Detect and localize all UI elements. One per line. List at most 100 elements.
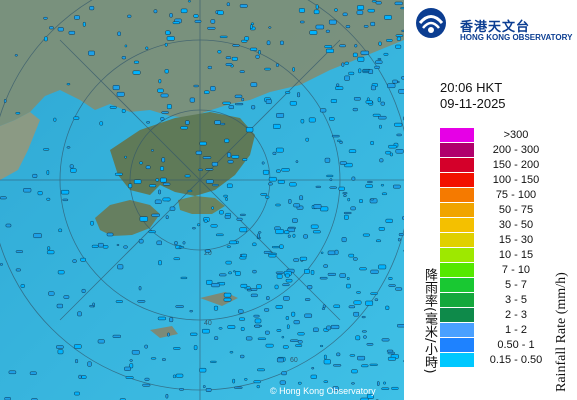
- rain-echo: [385, 305, 390, 310]
- rain-echo: [342, 192, 348, 195]
- rain-echo: [327, 250, 336, 256]
- rain-echo: [149, 184, 157, 188]
- rain-echo: [275, 147, 284, 153]
- rain-echo: [53, 117, 57, 122]
- rain-echo: [388, 277, 393, 280]
- rain-echo: [325, 29, 330, 33]
- rain-echo: [46, 197, 51, 201]
- rain-echo: [350, 206, 356, 211]
- rain-echo: [245, 127, 254, 133]
- rain-echo: [366, 393, 374, 399]
- rain-echo: [289, 339, 299, 342]
- rain-echo: [255, 54, 260, 59]
- rain-echo: [315, 24, 325, 30]
- rain-echo: [160, 117, 165, 121]
- rain-echo: [214, 120, 221, 125]
- rain-echo: [82, 21, 86, 27]
- rain-echo: [324, 45, 333, 49]
- rain-echo: [117, 264, 124, 270]
- rain-echo: [323, 359, 331, 365]
- rain-echo: [139, 216, 148, 222]
- rain-echo: [323, 380, 329, 383]
- rain-echo: [362, 69, 370, 72]
- rain-echo: [292, 233, 296, 238]
- rain-echo: [166, 36, 175, 41]
- rain-echo: [80, 257, 86, 262]
- rain-echo: [304, 313, 313, 318]
- rain-echo: [222, 101, 231, 105]
- rain-echo: [273, 123, 281, 129]
- rain-echo: [288, 199, 292, 204]
- rain-echo: [275, 203, 281, 207]
- rain-echo: [304, 298, 311, 301]
- rain-echo: [225, 197, 228, 201]
- southern-islands: [150, 292, 238, 338]
- rain-echo: [132, 70, 141, 75]
- rain-echo: [330, 99, 337, 103]
- rain-echo: [46, 170, 50, 175]
- legend-swatch: [440, 263, 474, 277]
- rain-echo: [355, 335, 361, 341]
- rain-echo: [375, 1, 382, 5]
- rain-echo: [338, 186, 345, 191]
- rain-echo: [193, 84, 199, 88]
- rain-echo: [365, 300, 374, 306]
- rain-echo: [219, 122, 226, 126]
- rain-echo: [142, 383, 151, 387]
- rain-echo: [228, 271, 232, 275]
- rain-echo: [158, 79, 162, 84]
- rain-echo: [379, 124, 382, 129]
- rain-echo: [223, 194, 228, 198]
- rain-echo: [361, 330, 367, 333]
- rain-echo: [225, 212, 231, 216]
- rain-echo: [394, 1, 403, 6]
- rain-echo: [345, 25, 351, 29]
- org-name-en: HONG KONG OBSERVATORY: [460, 33, 573, 42]
- rain-echo: [158, 189, 161, 195]
- rain-echo: [291, 311, 296, 317]
- rain-echo: [287, 234, 291, 238]
- rain-echo: [4, 397, 11, 400]
- rain-echo: [239, 213, 246, 216]
- rain-echo: [217, 50, 222, 54]
- rain-echo: [225, 56, 232, 60]
- rain-echo: [246, 289, 252, 292]
- rain-echo: [341, 237, 347, 243]
- legend-label: 2 - 3: [504, 309, 527, 321]
- rain-echo: [210, 19, 216, 24]
- rain-echo: [295, 160, 299, 163]
- rain-echo: [195, 150, 202, 155]
- rain-echo: [323, 354, 327, 360]
- rain-echo: [279, 244, 284, 249]
- rain-echo: [313, 9, 320, 15]
- rain-echo: [43, 16, 48, 20]
- rain-echo: [403, 360, 404, 363]
- rain-echo: [202, 156, 212, 159]
- rain-echo: [128, 183, 133, 189]
- rain-echo: [346, 283, 351, 289]
- rain-echo: [48, 291, 55, 296]
- legend-swatch: [440, 203, 474, 217]
- rain-echo: [354, 44, 358, 48]
- rain-echo: [33, 233, 42, 239]
- rain-echo: [339, 273, 346, 278]
- rain-echo: [335, 86, 344, 90]
- rain-echo: [211, 206, 214, 210]
- northwest-land: [0, 112, 40, 180]
- rain-echo: [217, 10, 224, 15]
- rain-echo: [265, 330, 270, 335]
- ring-label-20: 20: [204, 250, 212, 257]
- rain-echo: [231, 155, 240, 159]
- rain-echo: [236, 217, 243, 221]
- rain-echo: [381, 192, 388, 196]
- rain-echo: [70, 168, 77, 173]
- rain-echo: [15, 250, 24, 253]
- rain-echo: [97, 339, 105, 344]
- rain-echo: [353, 257, 358, 261]
- rain-echo: [385, 150, 391, 155]
- legend-label: 3 - 5: [504, 294, 527, 306]
- rain-echo: [292, 67, 295, 72]
- rain-echo: [395, 44, 402, 49]
- rain-echo: [77, 311, 82, 317]
- rain-echo: [320, 251, 324, 254]
